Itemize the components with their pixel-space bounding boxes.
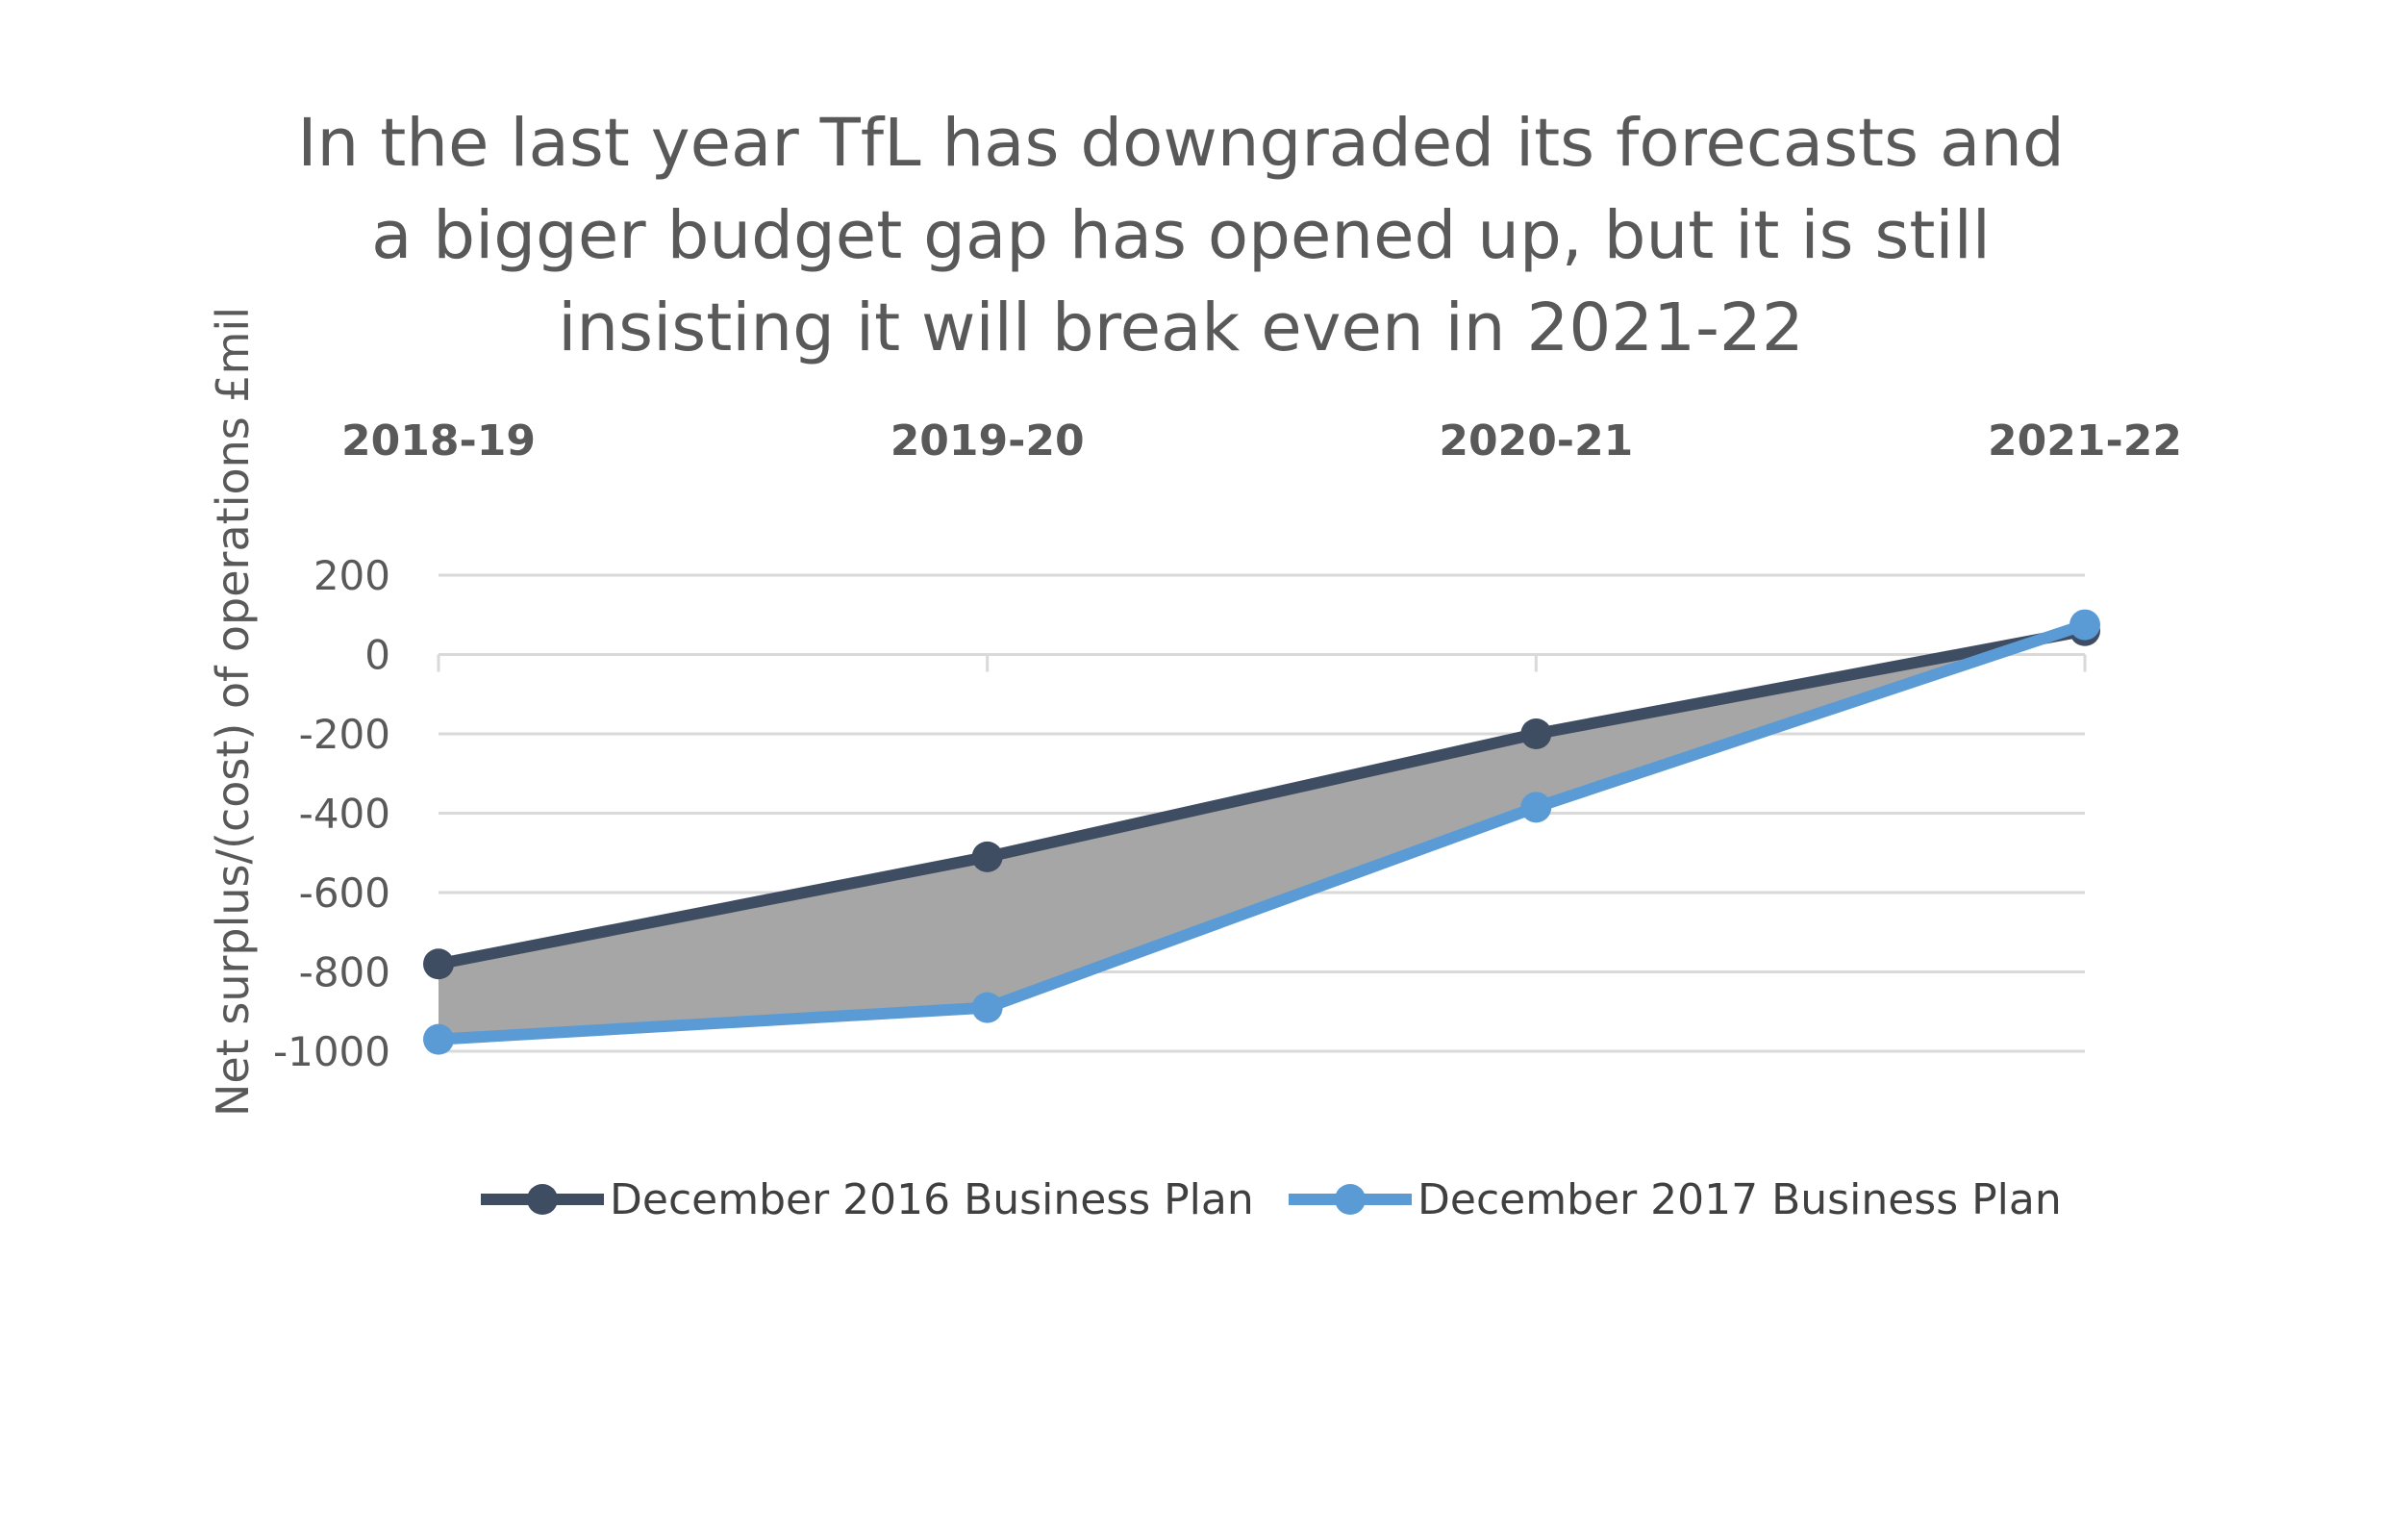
y-tick-label: -800 [299, 949, 390, 996]
chart-title-line-1: In the last year TfL has downgraded its … [297, 105, 2065, 182]
y-tick-label: -200 [299, 711, 390, 758]
gap-area [439, 624, 2085, 1040]
legend: December 2016 Business Plan December 2017… [481, 1175, 2062, 1224]
legend-swatch-marker [527, 1184, 558, 1215]
series-1-point [971, 841, 1003, 872]
category-label: 2021-22 [1988, 416, 2182, 466]
y-axis-ticks: 200 0 -200 -400 -600 -800 -1000 [273, 552, 390, 1075]
category-label: 2019-20 [890, 416, 1085, 466]
y-tick-label: 0 [364, 632, 390, 679]
chart-title-line-3: insisting it will break even in 2021-22 [558, 290, 1804, 366]
y-tick-label: 200 [314, 552, 390, 599]
gridlines [439, 573, 2085, 1053]
series-1-point [1520, 718, 1552, 749]
series-2-point [2069, 609, 2100, 641]
series-2-point [423, 1023, 454, 1055]
series-2-point [971, 992, 1003, 1023]
series-1-point [423, 948, 454, 980]
series-line-2 [433, 618, 2091, 1045]
category-axis: 2018-19 2019-20 2020-21 2021-22 [341, 416, 2182, 672]
gap-area-fill [439, 624, 2085, 1040]
y-tick-label: -1000 [273, 1028, 390, 1075]
series-lines [423, 609, 2100, 1055]
legend-label: December 2016 Business Plan [610, 1175, 1254, 1224]
category-label: 2020-21 [1439, 416, 1633, 466]
legend-swatch-marker [1335, 1184, 1366, 1215]
legend-label: December 2017 Business Plan [1417, 1175, 2062, 1224]
category-label: 2018-19 [341, 416, 536, 466]
chart-title: In the last year TfL has downgraded its … [297, 105, 2065, 366]
series-2-point [1520, 792, 1552, 823]
y-tick-label: -400 [299, 791, 390, 838]
chart-title-line-2: a bigger budget gap has opened up, but i… [371, 197, 1991, 274]
y-axis-title: Net surplus/(cost) of operations £mil [207, 307, 259, 1117]
series-line-1 [433, 624, 2091, 970]
y-tick-label: -600 [299, 869, 390, 917]
